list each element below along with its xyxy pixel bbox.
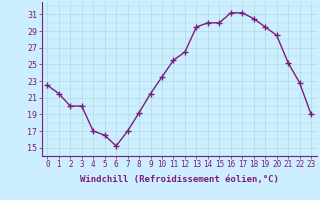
X-axis label: Windchill (Refroidissement éolien,°C): Windchill (Refroidissement éolien,°C) (80, 175, 279, 184)
